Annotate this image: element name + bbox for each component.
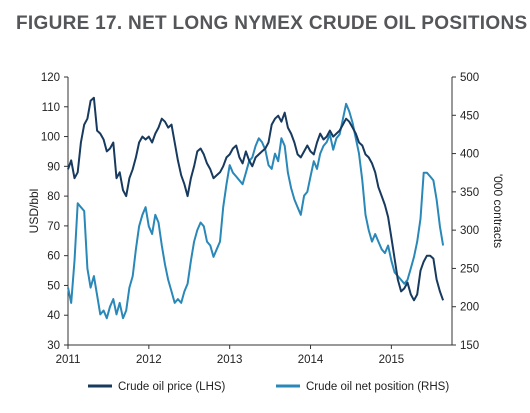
x-tick-label: 2012	[136, 354, 162, 366]
right-tick-label: 400	[460, 149, 479, 161]
legend-label-position: Crude oil net position (RHS)	[306, 381, 449, 393]
right-tick-label: 350	[460, 187, 479, 199]
x-tick-label: 2015	[379, 354, 405, 366]
y-left-axis-label: USD/bbl	[27, 189, 41, 234]
left-tick-label: 80	[47, 191, 60, 203]
left-tick-label: 110	[42, 102, 60, 114]
left-tick-label: 30	[47, 340, 60, 352]
x-tick-label: 2011	[56, 354, 81, 366]
legend: Crude oil price (LHS) Crude oil net posit…	[88, 381, 449, 393]
left-tick-label: 60	[47, 251, 60, 263]
right-tick-label: 150	[460, 340, 479, 352]
left-tick-label: 120	[41, 72, 60, 84]
legend-label-price: Crude oil price (LHS)	[118, 381, 226, 393]
right-tick-label: 200	[460, 302, 479, 314]
left-tick-label: 70	[47, 221, 60, 233]
left-tick-label: 100	[41, 132, 60, 144]
x-tick-label: 2013	[217, 354, 243, 366]
left-tick-label: 50	[47, 280, 60, 292]
right-tick-label: 500	[460, 72, 479, 84]
price-series-line	[67, 96, 445, 302]
series-lines	[67, 96, 445, 320]
right-tick-label: 450	[460, 110, 479, 122]
left-tick-label: 90	[47, 161, 60, 173]
position-series-line	[67, 102, 445, 320]
chart-title: FIGURE 17. NET LONG NYMEX CRUDE OIL POSI…	[16, 13, 528, 34]
y-right-axis-label: '000 contracts	[491, 174, 505, 248]
right-tick-label: 300	[460, 225, 479, 237]
axes: 30 40 50 60 70 80 90 100 110 120 150 200 250 300 350 40…	[27, 72, 505, 366]
x-tick-label: 2014	[298, 354, 324, 366]
left-tick-label: 40	[47, 310, 60, 322]
right-tick-label: 250	[460, 263, 479, 275]
